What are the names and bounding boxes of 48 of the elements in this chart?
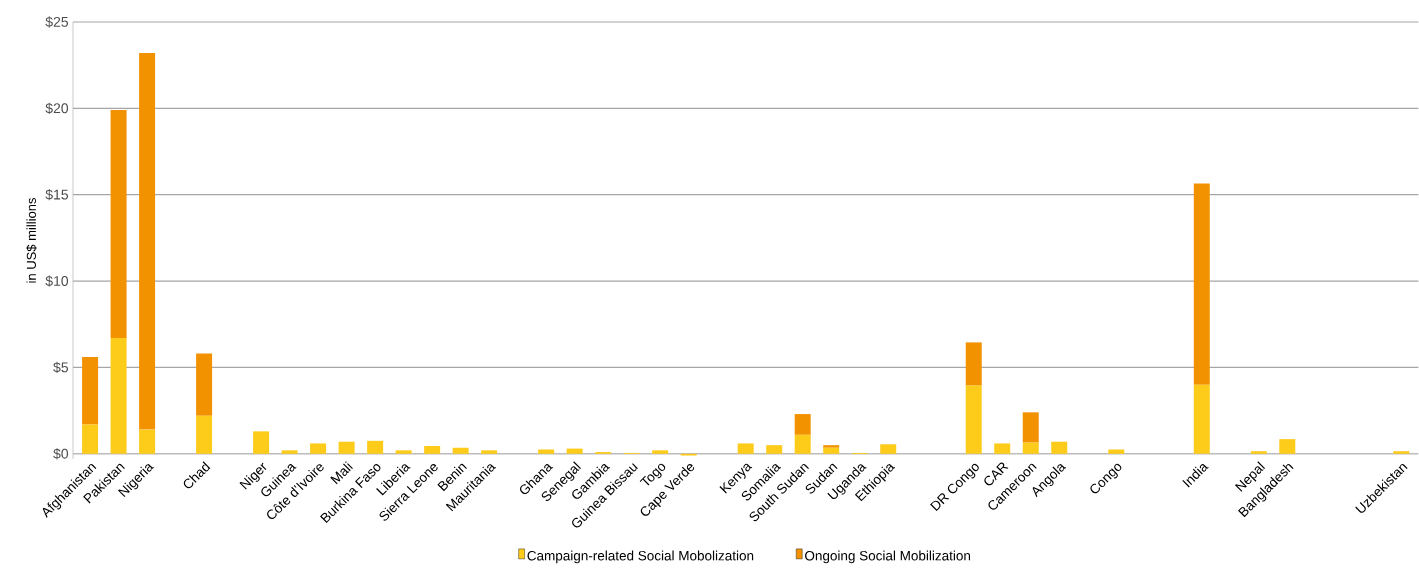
bar bbox=[1279, 439, 1296, 454]
bar bbox=[310, 443, 327, 454]
bar bbox=[794, 434, 811, 454]
bar bbox=[794, 414, 811, 435]
bar bbox=[82, 357, 99, 425]
bar bbox=[338, 441, 355, 454]
bar bbox=[82, 424, 99, 454]
bar bbox=[196, 415, 213, 454]
bar bbox=[1022, 442, 1039, 454]
bar bbox=[965, 342, 982, 386]
bar bbox=[110, 110, 127, 339]
bar bbox=[1051, 441, 1068, 454]
bar bbox=[1193, 183, 1210, 385]
bar bbox=[281, 450, 298, 454]
bar bbox=[481, 450, 498, 454]
bar bbox=[196, 353, 213, 416]
y-tick-label: $15 bbox=[45, 189, 69, 201]
bar bbox=[110, 338, 127, 454]
bar bbox=[737, 443, 754, 454]
bar bbox=[965, 385, 982, 454]
bar bbox=[880, 444, 897, 454]
y-tick-label: $5 bbox=[53, 361, 69, 374]
bar bbox=[1250, 451, 1267, 454]
legend-label: Campaign-related Social Mobolization bbox=[527, 550, 754, 564]
y-axis-title: in US$ millions bbox=[26, 198, 37, 283]
bar bbox=[1108, 449, 1125, 454]
bar bbox=[139, 429, 156, 454]
y-tick-label: $25 bbox=[45, 16, 69, 28]
bar bbox=[139, 53, 156, 430]
bar bbox=[566, 448, 583, 454]
legend-label: Ongoing Social Mobilization bbox=[805, 550, 971, 564]
y-tick-label: $20 bbox=[45, 102, 69, 115]
bar bbox=[1393, 451, 1410, 454]
bar bbox=[253, 431, 270, 454]
bar bbox=[452, 447, 469, 454]
bar bbox=[766, 445, 783, 454]
bar bbox=[1022, 412, 1039, 443]
bar bbox=[538, 449, 555, 454]
bar bbox=[823, 447, 840, 454]
bar bbox=[823, 445, 840, 448]
bar bbox=[1193, 384, 1210, 454]
bar bbox=[367, 440, 384, 454]
y-tick-label: $10 bbox=[45, 275, 69, 287]
bar bbox=[424, 446, 441, 454]
y-tick-label: $0 bbox=[53, 448, 69, 460]
bar bbox=[994, 443, 1011, 454]
bar bbox=[652, 450, 669, 454]
bar bbox=[395, 450, 412, 454]
